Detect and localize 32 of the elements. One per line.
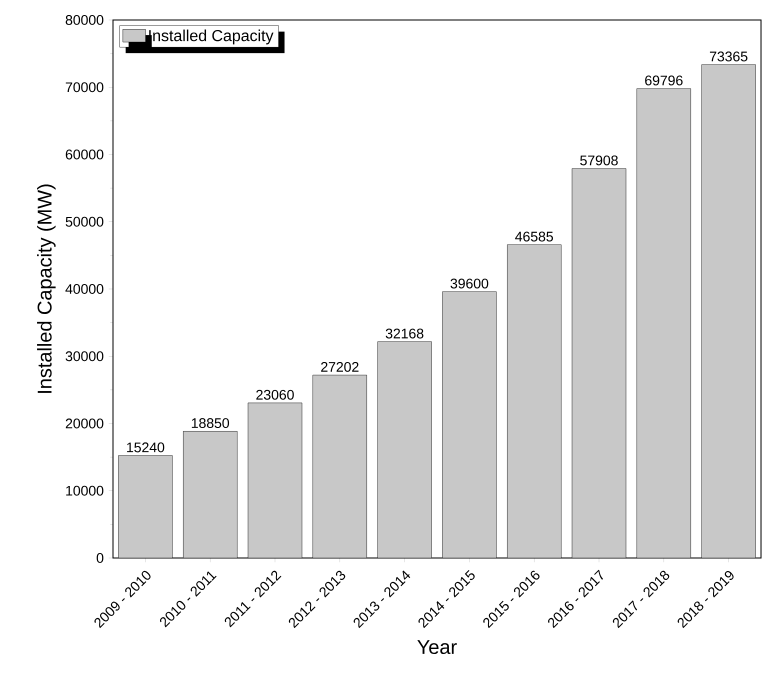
data-label: 18850 [192, 418, 230, 428]
data-label: 27202 [321, 362, 358, 372]
y-tick-label: 50000 [66, 216, 104, 227]
y-tick-label: 20000 [66, 418, 104, 428]
bar [183, 431, 238, 558]
x-axis-title: Year [417, 640, 457, 654]
y-tick-label: 40000 [65, 284, 104, 294]
bar [507, 244, 562, 558]
data-label: 73365 [710, 52, 748, 62]
y-tick-label: 70000 [66, 82, 104, 92]
bar [248, 402, 302, 558]
bar [442, 292, 496, 558]
data-label: 32168 [386, 328, 424, 338]
bar [572, 168, 626, 558]
data-label: 23060 [256, 390, 294, 400]
bar [312, 375, 367, 558]
data-label: 57908 [580, 155, 618, 166]
y-tick-label: 10000 [66, 486, 104, 496]
bar [378, 342, 432, 558]
y-tick-label: 0 [96, 553, 104, 563]
y-axis-title: Installed Capacity (MW) [37, 184, 56, 393]
data-label: 46585 [515, 232, 554, 242]
bar [636, 88, 691, 558]
bar [701, 64, 756, 558]
data-label: 39600 [450, 278, 488, 288]
y-tick-label: 80000 [66, 15, 104, 25]
data-label: 15240 [127, 442, 164, 452]
y-tick-label: 60000 [66, 150, 104, 160]
legend-label: Installed Capacity [149, 30, 274, 44]
y-tick-label: 30000 [66, 351, 104, 362]
data-label: 69796 [645, 76, 683, 86]
bar [118, 456, 172, 558]
